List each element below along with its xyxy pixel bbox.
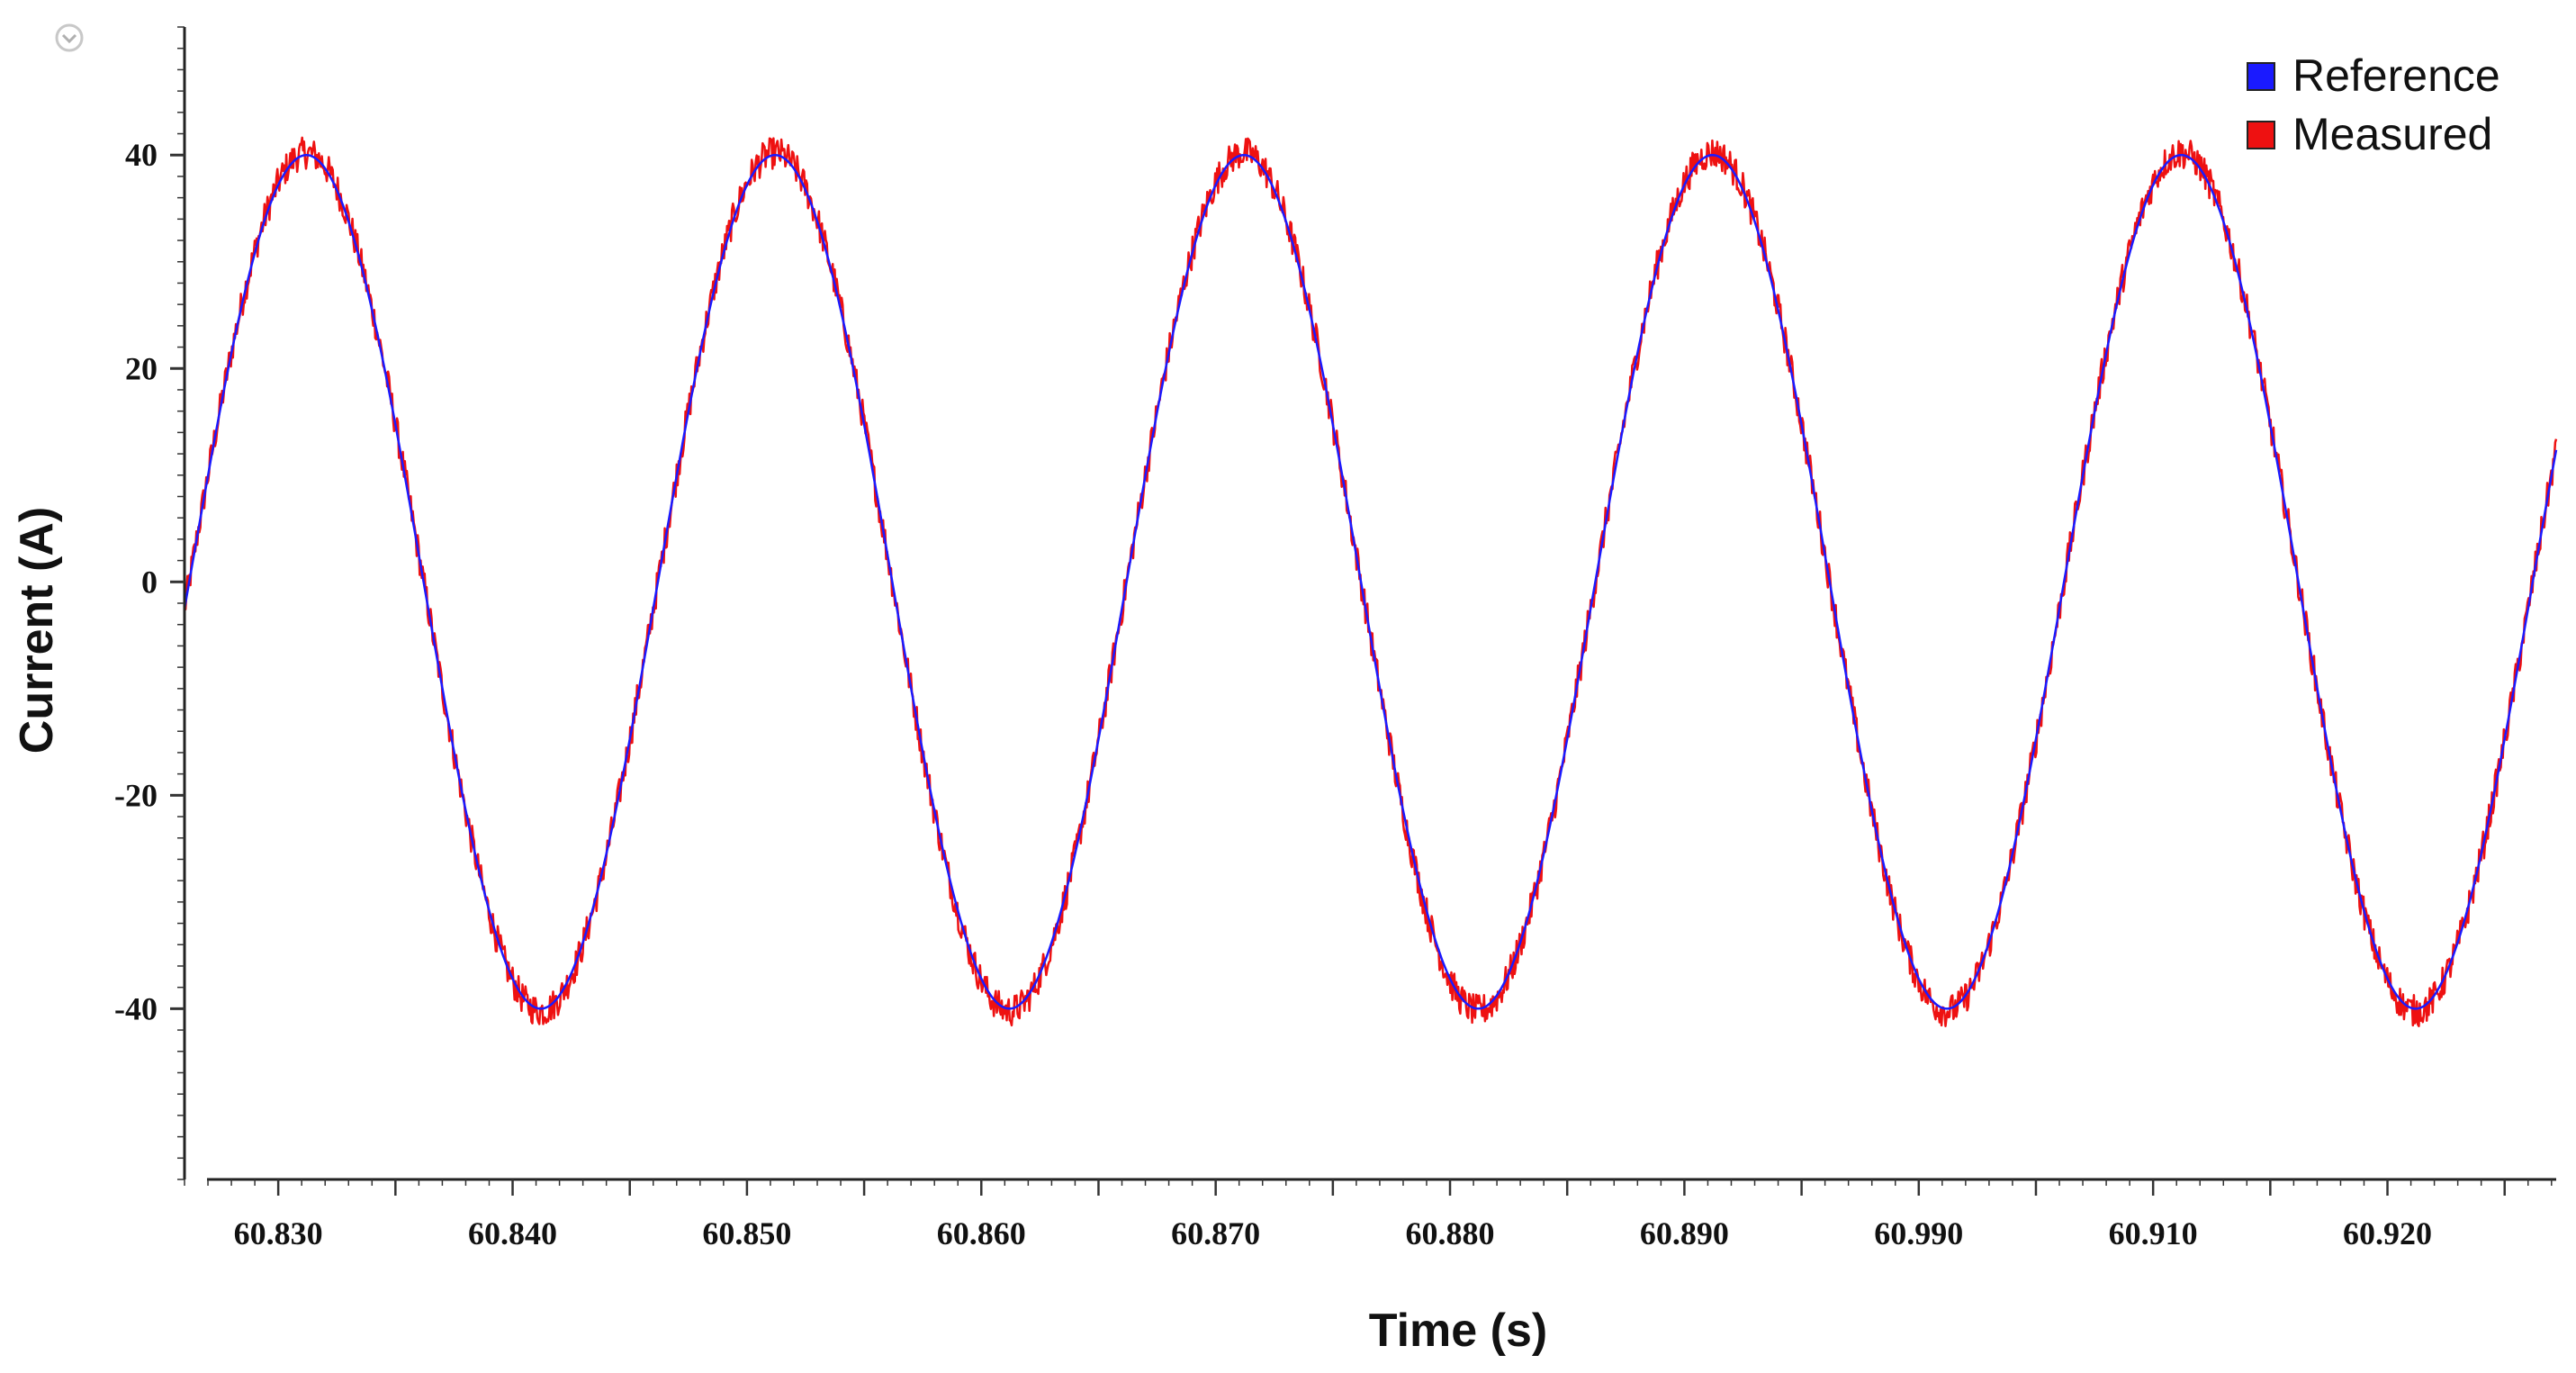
- x-tick-label: 60.990: [1874, 1215, 1963, 1251]
- x-tick-label: 60.880: [1406, 1215, 1495, 1251]
- x-tick-label: 60.910: [2109, 1215, 2198, 1251]
- x-tick-label: 60.870: [1171, 1215, 1260, 1251]
- y-tick-label: -40: [114, 990, 158, 1026]
- y-tick-label: 0: [141, 564, 158, 600]
- legend-label-reference: Reference: [2292, 50, 2500, 101]
- x-tick-label: 60.850: [702, 1215, 791, 1251]
- y-axis-title: Current (A): [11, 507, 63, 754]
- y-tick-label: -20: [114, 777, 158, 813]
- legend-swatch-measured: [2247, 121, 2275, 149]
- x-tick-label: 60.920: [2343, 1215, 2432, 1251]
- x-tick-label: 60.890: [1640, 1215, 1729, 1251]
- series-layer: [183, 136, 2558, 1027]
- y-tick-label: 20: [125, 350, 158, 386]
- series-line-reference: [183, 153, 2558, 1010]
- legend-label-measured: Measured: [2292, 109, 2492, 159]
- axes-layer: [183, 27, 2556, 1181]
- x-tick-label: 60.840: [468, 1215, 557, 1251]
- series-line-measured: [183, 136, 2558, 1027]
- chevron-down-icon[interactable]: [55, 23, 84, 52]
- y-tick-label: 40: [125, 137, 158, 173]
- x-axis-title: Time (s): [1369, 1305, 1547, 1357]
- legend: Reference Measured: [2247, 50, 2500, 159]
- legend-swatch-reference: [2247, 62, 2275, 91]
- x-tick-label: 60.830: [234, 1215, 323, 1251]
- x-tick-label: 60.860: [937, 1215, 1026, 1251]
- ticks-layer: 40 20 0 -20 -40 60.830 60.840 60.850 60.860 60.87…: [114, 26, 2553, 1251]
